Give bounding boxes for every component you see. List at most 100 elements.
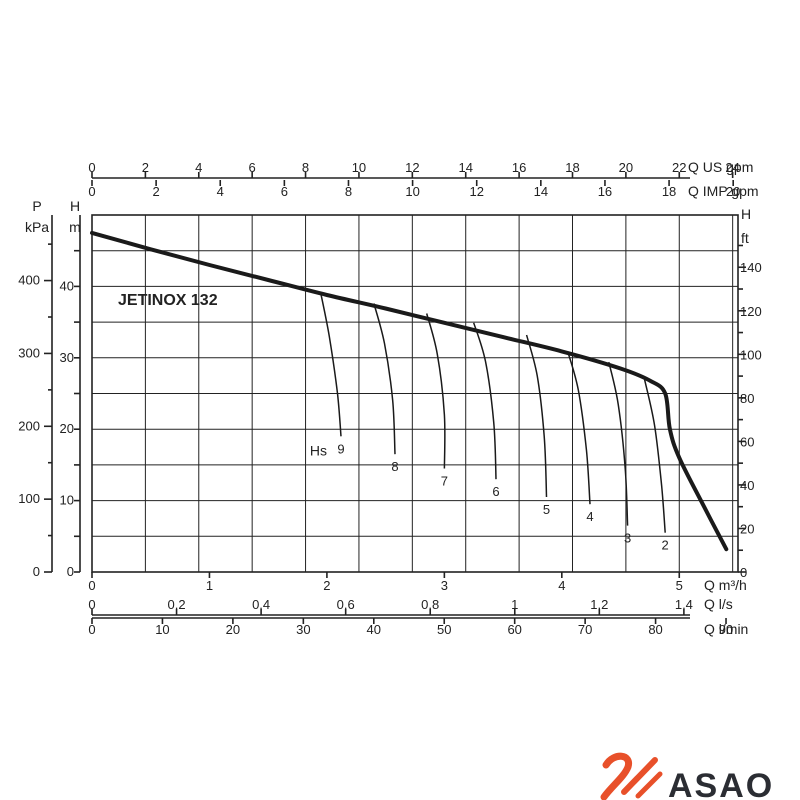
tick-label-imp-gpm: 16 [598, 184, 612, 199]
tick-label-m: 20 [60, 421, 74, 436]
hs-curve-4 [566, 351, 591, 505]
tick-label-us-gpm: 24 [725, 160, 739, 175]
tick-label-lmin: 20 [226, 622, 240, 637]
axis-label-kpa: P [32, 198, 41, 214]
tick-label-us-gpm: 0 [88, 160, 95, 175]
hs-curve-7 [425, 313, 446, 469]
tick-label-kpa: 100 [18, 491, 40, 506]
hs-curve-label: 5 [543, 502, 550, 517]
tick-label-m3h: 3 [441, 578, 448, 593]
tick-label-us-gpm: 14 [458, 160, 472, 175]
brand-logo: ASAO [600, 752, 774, 800]
tick-label-lmin: 70 [578, 622, 592, 637]
hs-curve-8 [373, 303, 396, 455]
tick-label-imp-gpm: 0 [88, 184, 95, 199]
tick-label-lmin: 10 [155, 622, 169, 637]
tick-label-ls: 0,8 [421, 597, 439, 612]
tick-label-imp-gpm: 18 [662, 184, 676, 199]
tick-label-imp-gpm: 20 [726, 184, 740, 199]
tick-label-lmin: 30 [296, 622, 310, 637]
curves [90, 230, 729, 552]
tick-label-kpa: 300 [18, 345, 40, 360]
tick-label-us-gpm: 8 [302, 160, 309, 175]
hs-curve-label: 9 [337, 441, 344, 456]
axes [44, 172, 746, 624]
tick-label-lmin: 80 [648, 622, 662, 637]
tick-label-us-gpm: 12 [405, 160, 419, 175]
tick-label-us-gpm: 6 [249, 160, 256, 175]
tick-label-kpa: 200 [18, 418, 40, 433]
tick-label-ft: 140 [740, 260, 762, 275]
tick-label-m3h: 4 [558, 578, 565, 593]
hs-curve-label: 7 [441, 473, 448, 488]
hs-curve-2 [643, 376, 666, 533]
tick-label-m3h: 5 [676, 578, 683, 593]
tick-label-ls: 0,4 [252, 597, 270, 612]
tick-label-us-gpm: 10 [352, 160, 366, 175]
tick-label-imp-gpm: 2 [153, 184, 160, 199]
tick-label-ft: 60 [740, 434, 754, 449]
hs-label: Hs [310, 442, 327, 458]
tick-label-imp-gpm: 12 [469, 184, 483, 199]
axis-unit-us-gpm: Q US gpm [688, 159, 753, 175]
tick-label-lmin: 50 [437, 622, 451, 637]
tick-label-ft: 20 [740, 521, 754, 536]
tick-label-ft: 100 [740, 347, 762, 362]
tick-label-m: 0 [67, 564, 74, 579]
plot-frame [91, 214, 739, 573]
tick-label-lmin: 90 [719, 622, 733, 637]
axis-unit-m: m [69, 219, 81, 235]
axis-label-m: H [70, 198, 80, 214]
tick-label-us-gpm: 22 [672, 160, 686, 175]
tick-label-ls: 1,4 [675, 597, 693, 612]
performance-curve [90, 230, 729, 552]
tick-label-ls: 0,2 [168, 597, 186, 612]
tick-label-lmin: 40 [367, 622, 381, 637]
logo-text: ASAO [668, 767, 774, 800]
tick-label-m3h: 1 [206, 578, 213, 593]
tick-label-ft: 120 [740, 304, 762, 319]
axis-label-ft: H [741, 206, 751, 222]
tick-label-ls: 0 [88, 597, 95, 612]
tick-label-kpa: 0 [33, 564, 40, 579]
hs-curve-label: 2 [662, 538, 669, 553]
tick-label-ls: 1 [511, 597, 518, 612]
axis-unit-ls: Q l/s [704, 596, 733, 612]
grid [92, 215, 738, 572]
tick-label-ls: 0,6 [337, 597, 355, 612]
tick-label-m3h: 2 [323, 578, 330, 593]
tick-label-m3h: 0 [88, 578, 95, 593]
axis-unit-kpa: kPa [25, 219, 49, 235]
tick-label-kpa: 400 [18, 273, 40, 288]
hs-curve-6 [472, 322, 497, 480]
tick-label-ft: 40 [740, 478, 754, 493]
tick-label-m: 40 [60, 278, 74, 293]
hs-curve-label: 8 [391, 459, 398, 474]
tick-label-ft: 80 [740, 391, 754, 406]
hs-curve-label: 4 [586, 509, 593, 524]
hs-curve-5 [525, 334, 548, 498]
tick-label-us-gpm: 4 [195, 160, 202, 175]
tick-label-us-gpm: 2 [142, 160, 149, 175]
tick-label-imp-gpm: 14 [534, 184, 548, 199]
axis-unit-imp-gpm: Q IMP gpm [688, 183, 759, 199]
tick-label-m: 10 [60, 493, 74, 508]
tick-label-imp-gpm: 4 [217, 184, 224, 199]
axis-unit-lmin: Q l/min [704, 621, 748, 637]
hs-curve-3 [608, 361, 629, 526]
tick-label-lmin: 0 [88, 622, 95, 637]
tick-label-us-gpm: 18 [565, 160, 579, 175]
tick-label-imp-gpm: 6 [281, 184, 288, 199]
tick-label-m: 30 [60, 350, 74, 365]
tick-label-imp-gpm: 10 [405, 184, 419, 199]
tick-label-ft: 0 [740, 565, 747, 580]
hs-curve-label: 3 [624, 531, 631, 546]
axis-unit-ft: ft [741, 230, 749, 246]
tick-label-lmin: 60 [507, 622, 521, 637]
chart-title: JETINOX 132 [118, 292, 218, 309]
tick-label-ls: 1,2 [590, 597, 608, 612]
hs-curve-label: 6 [492, 484, 499, 499]
tick-label-imp-gpm: 8 [345, 184, 352, 199]
